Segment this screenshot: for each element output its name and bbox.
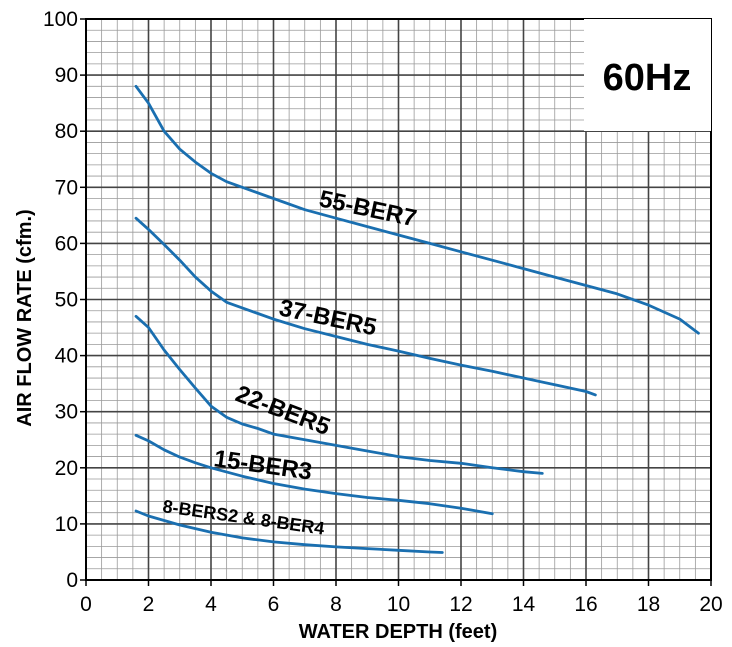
x-tick-label: 0	[80, 593, 92, 616]
y-tick-label: 60	[55, 232, 78, 255]
y-tick-label: 70	[55, 176, 78, 199]
x-tick-label: 8	[330, 593, 342, 616]
x-tick-label: 10	[387, 593, 410, 616]
x-tick-label: 20	[699, 593, 722, 616]
y-tick-label: 20	[55, 457, 78, 480]
x-tick-label: 16	[574, 593, 597, 616]
y-axis-title: AIR FLOW RATE (cfm.)	[14, 209, 36, 426]
x-tick-label: 6	[268, 593, 280, 616]
y-tick-label: 90	[55, 64, 78, 87]
x-tick-label: 2	[143, 593, 155, 616]
y-tick-label: 30	[55, 401, 78, 424]
x-axis-title: WATER DEPTH (feet)	[299, 621, 498, 643]
y-tick-label: 100	[43, 8, 78, 31]
y-tick-label: 50	[55, 289, 78, 312]
y-tick-label: 10	[55, 513, 78, 536]
frequency-badge: 60Hz	[603, 57, 692, 99]
y-tick-label: 0	[66, 569, 78, 592]
x-tick-label: 14	[512, 593, 536, 616]
y-tick-label: 80	[55, 120, 78, 143]
y-tick-label: 40	[55, 345, 78, 368]
x-tick-label: 4	[205, 593, 217, 616]
x-tick-label: 18	[637, 593, 660, 616]
x-tick-label: 12	[449, 593, 472, 616]
